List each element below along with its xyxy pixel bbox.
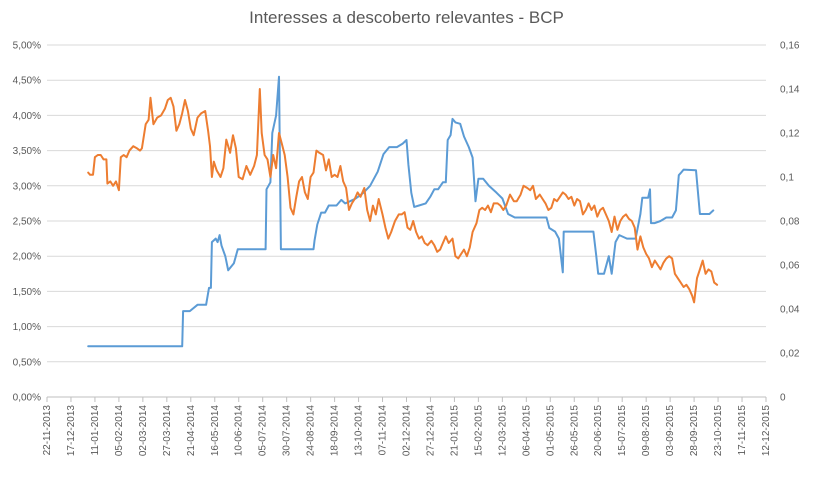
y-right-tick-label: 0,08	[780, 217, 800, 228]
y-left-tick-label: 5,00%	[13, 41, 41, 52]
x-tick-label: 10-06-2014	[234, 405, 245, 457]
x-tick-label: 17-12-2013	[66, 405, 77, 457]
y-left-tick-label: 0,50%	[13, 357, 41, 368]
x-tick-label: 12-12-2015	[761, 405, 772, 457]
series-line-right-axis	[87, 88, 719, 304]
y-left-tick-label: 1,00%	[13, 322, 41, 333]
series-line-left-axis	[87, 75, 715, 348]
x-tick-label: 27-12-2014	[425, 405, 436, 457]
y-right-tick-label: 0,04	[780, 305, 800, 316]
x-tick-label: 05-02-2014	[114, 405, 125, 457]
x-tick-label: 15-07-2015	[617, 405, 628, 457]
y-left-tick-label: 2,00%	[13, 252, 41, 263]
tick-labels: 0,00% 0,50% 1,00% 1,50% 2,00% 2,50% 3,00% 3,50%…	[13, 41, 800, 457]
y-left-tick-label: 4,50%	[13, 76, 41, 87]
y-left-tick-label: 3,00%	[13, 181, 41, 192]
y-right-tick-label: 0,14	[780, 85, 800, 96]
x-tick-label: 30-07-2014	[282, 405, 293, 457]
y-left-tick-label: 4,00%	[13, 111, 41, 122]
x-tick-label: 26-05-2015	[569, 405, 580, 457]
series-lines	[87, 75, 719, 348]
y-right-tick-label: 0,16	[780, 41, 800, 52]
x-tick-label: 03-09-2015	[665, 405, 676, 457]
x-tick-label: 22-11-2013	[42, 405, 53, 456]
x-tick-label: 15-02-2015	[473, 405, 484, 457]
x-tick-label: 02-12-2014	[402, 405, 413, 457]
x-tick-label: 28-09-2015	[689, 405, 700, 457]
x-tick-label: 21-04-2014	[186, 405, 197, 457]
x-tick-label: 20-06-2015	[593, 405, 604, 457]
chart-title: Interesses a descoberto relevantes - BCP	[249, 8, 564, 27]
y-right-tick-label: 0,02	[780, 349, 800, 360]
y-right-tick-label: 0	[780, 393, 786, 404]
x-tick-label: 02-03-2014	[138, 405, 149, 457]
y-left-tick-label: 0,00%	[13, 393, 41, 404]
x-tick-label: 12-03-2015	[497, 405, 508, 457]
y-right-tick-label: 0,1	[780, 173, 794, 184]
axes	[46, 397, 767, 402]
x-tick-label: 11-01-2014	[90, 405, 101, 456]
y-left-tick-label: 1,50%	[13, 287, 41, 298]
x-tick-label: 13-10-2014	[354, 405, 365, 457]
x-tick-label: 09-08-2015	[641, 405, 652, 457]
y-left-tick-label: 2,50%	[13, 217, 41, 228]
x-tick-label: 17-11-2015	[737, 405, 748, 456]
y-right-tick-label: 0,06	[780, 261, 800, 272]
x-tick-label: 18-09-2014	[330, 405, 341, 457]
x-tick-label: 07-11-2014	[378, 405, 389, 456]
x-tick-label: 06-04-2015	[521, 405, 532, 457]
x-tick-label: 21-01-2015	[449, 405, 460, 457]
x-tick-label: 24-08-2014	[306, 405, 317, 457]
y-left-tick-label: 3,50%	[13, 146, 41, 157]
y-right-tick-label: 0,12	[780, 129, 800, 140]
x-tick-label: 01-05-2015	[545, 405, 556, 457]
x-tick-label: 27-03-2014	[162, 405, 173, 457]
x-tick-label: 23-10-2015	[713, 405, 724, 457]
x-tick-label: 16-05-2014	[210, 405, 221, 457]
x-tick-label: 05-07-2014	[258, 405, 269, 457]
